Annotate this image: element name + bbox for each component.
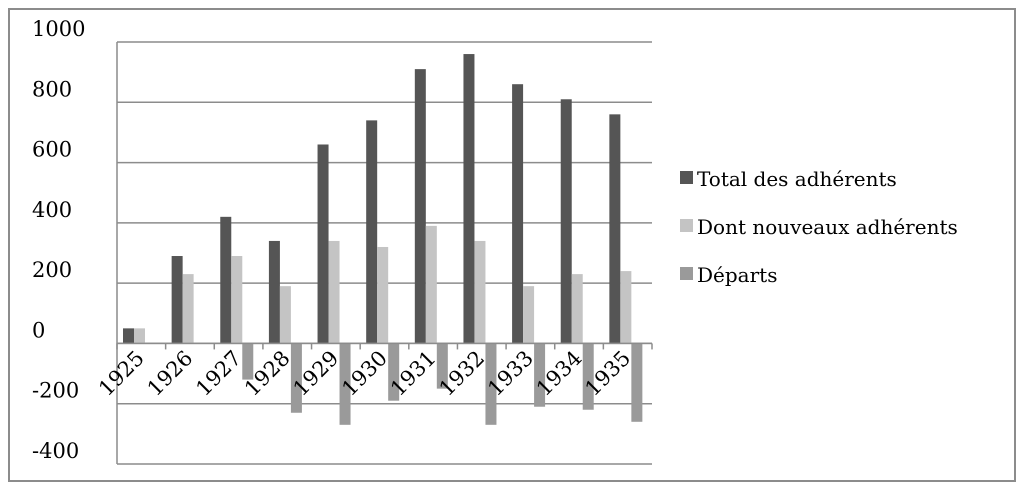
bar [485,343,497,425]
y-tick-label: 0 [32,318,45,342]
chart-frame [8,8,1016,482]
y-tick-label: 600 [32,138,72,162]
bar [414,69,426,344]
y-axis: 1000 800 600 400 200 0 -200 -400 [32,17,118,464]
bar [134,328,145,344]
y-tick-label: 800 [32,77,72,101]
bar [534,343,546,407]
legend-swatch [680,267,693,280]
legend-label: Dont nouveaux adhérents [697,215,958,239]
bar [425,225,437,344]
x-axis: 1925192619271928192919301931193219331934… [94,342,653,401]
legend-swatch [680,219,693,232]
bar [242,343,254,380]
legend: Total des adhérents Dont nouveaux adhéren… [680,167,958,287]
bar [523,286,535,344]
bar [512,84,524,344]
bar [609,114,621,344]
bar [582,343,594,410]
legend-label: Départs [697,263,777,287]
x-tick-label: 1926 [143,346,198,401]
x-tick-label: 1925 [94,346,149,401]
y-tick-label: -400 [32,439,79,463]
bar [571,274,583,344]
bar [279,286,291,344]
bar [328,240,340,344]
legend-swatch [680,171,693,184]
y-tick-label: 400 [32,198,72,222]
y-tick-label: 1000 [32,17,85,41]
bar [620,271,632,344]
bar [268,240,280,344]
bar [231,256,243,344]
bar [220,216,232,344]
bar [182,274,194,344]
bar [631,343,643,422]
bar [171,256,183,344]
x-tick-label: 1927 [191,346,246,401]
bars [123,54,643,425]
bar [290,343,302,413]
y-tick-label: 200 [32,258,72,282]
bar [474,240,486,344]
y-tick-label: -200 [32,379,79,403]
bar [377,246,389,344]
bar [388,343,400,401]
bar [366,120,378,344]
bar [560,99,572,344]
bar [317,144,329,344]
bar [436,343,448,389]
bar [339,343,351,425]
bar [123,328,134,344]
bar [463,54,475,344]
legend-label: Total des adhérents [697,167,897,191]
